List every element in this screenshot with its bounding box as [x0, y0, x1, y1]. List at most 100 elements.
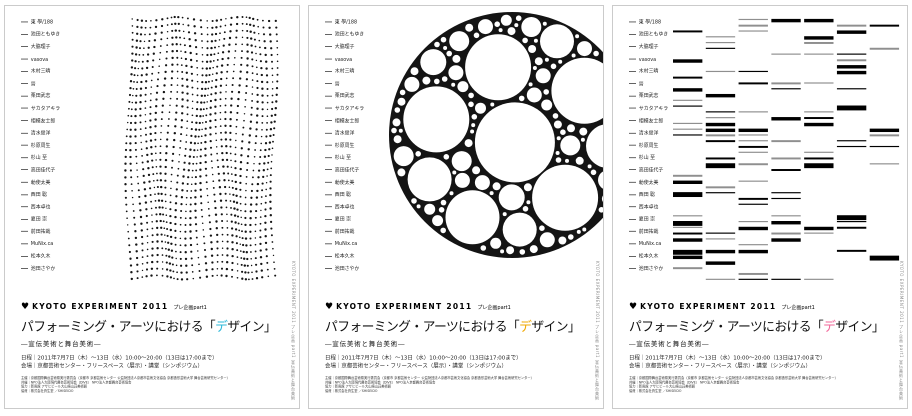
list-item: 栗田武志 [629, 93, 659, 99]
list-item: 協力｜新風館 アサヒビール大山崎山荘美術館 [629, 384, 696, 389]
circle-packing-art [389, 12, 603, 258]
dash-icon [629, 255, 636, 257]
list-item: 勅使太美 [21, 179, 51, 186]
list-item: 相模友士郎 [325, 117, 360, 124]
dash-icon [21, 169, 28, 171]
venue-line: 会場｜京都芸術センター・フリースペース（展示）・講堂（シンポジウム） [21, 362, 203, 369]
poster-dots: 東 學/188 池田ともゆき 大脇理子 vasova 木村三晴晉栗田武志 サカタアキラ 相模… [4, 5, 300, 409]
list-item: 松本久木 [629, 253, 659, 259]
dash-icon [325, 108, 332, 109]
list-item: 勅使太美 [325, 179, 355, 186]
list-item: 夏田 崇 [629, 216, 656, 223]
list-item: 勅使太美 [629, 179, 659, 186]
list-item: サカタアキラ [629, 105, 669, 112]
dash-icon [325, 231, 332, 232]
list-item: 栗田武志 [325, 93, 355, 99]
brand-logo-text: KYOTO EXPERIMENT 2011 [336, 302, 473, 311]
list-item: 西田 聡 [325, 191, 352, 198]
list-item: 栗田武志 [21, 93, 51, 99]
list-item: 池田ともゆき [21, 31, 61, 38]
list-item: 池田さやか [629, 265, 664, 272]
list-item: 共催｜NPO法人大阪現代舞台芸術協会（DIVE） NPO法人京都舞台芸術協会 [629, 380, 740, 385]
list-item: 池田さやか [325, 265, 360, 272]
dash-icon [21, 243, 28, 245]
list-item: 東 學/188 [629, 19, 662, 25]
dash-icon [325, 169, 332, 171]
dash-icon [629, 108, 636, 109]
event-details: 日程｜2011年7月7日（木）〜13日（水）10:00〜20:00（13日は17… [21, 355, 291, 370]
dash-icon [325, 194, 332, 195]
list-item: 木村三晴 [629, 68, 659, 75]
dash-icon [629, 268, 636, 269]
artist-name-list: 東 學/188 池田ともゆき 大脇理子 vasova 木村三晴晉栗田武志 サカタアキラ 相模… [325, 16, 603, 275]
title-pre: パフォーミング・アーツにおける「 [629, 320, 824, 335]
heart-logo-icon: ♥ [629, 302, 638, 312]
list-item: 協賛｜株式会社資生堂 ／SHISEIDO [629, 388, 682, 393]
vertical-credit-text: KYOTO EXPERIMENT 2011 プレ企画 part1 宣伝美術と舞台… [291, 260, 296, 400]
list-item: MuNix.ca [21, 241, 54, 247]
list-item: 夏田 崇 [21, 216, 48, 223]
list-item: 西本卓也 [629, 204, 659, 210]
brand-line: ♥ KYOTO EXPERIMENT 2011 プレ企画part1 [629, 302, 899, 312]
title-post: ザイン」 [531, 320, 581, 335]
list-item: 池田さやか [21, 265, 56, 272]
dash-icon [325, 181, 332, 183]
dash-icon [21, 255, 28, 257]
dash-icon [629, 243, 636, 245]
brand-logo-suffix: プレ企画part1 [781, 305, 815, 311]
list-item: MuNix.ca [629, 241, 662, 247]
dash-icon [629, 181, 636, 183]
dash-icon [325, 157, 332, 158]
dash-icon [325, 95, 332, 97]
list-item: 相模友士郎 [629, 117, 664, 124]
list-item: 池田ともゆき [629, 31, 669, 38]
list-item: 前田祐哉 [325, 228, 355, 235]
dash-icon [21, 132, 28, 134]
title-post: ザイン」 [227, 320, 277, 335]
list-item: 杉山 至 [629, 154, 656, 161]
list-item: サカタアキラ [21, 105, 61, 112]
list-item: 主催｜京都国際舞台芸術祭実行委員会（京都市 京都芸術センター 公益財団法人京都市… [325, 376, 534, 380]
dash-icon [325, 268, 332, 269]
bar-code-rows-art [673, 18, 900, 280]
dash-icon [629, 132, 636, 134]
list-item: 晉 [325, 80, 340, 87]
list-item: 高田佳代子 [21, 167, 56, 173]
dash-icon [21, 71, 28, 72]
dash-icon [629, 34, 636, 35]
venue-line: 会場｜京都芸術センター・フリースペース（展示）・講堂（シンポジウム） [629, 362, 811, 369]
list-item: 前田祐哉 [629, 228, 659, 235]
schedule-line: 日程｜2011年7月7日（木）〜13日（水）10:00〜20:00（13日は17… [325, 355, 522, 362]
brand-line: ♥ KYOTO EXPERIMENT 2011 プレ企画part1 [325, 302, 595, 312]
list-item: 大脇理子 [21, 43, 51, 50]
dash-icon [325, 218, 332, 220]
list-item: 清水俊洋 [325, 130, 355, 136]
dash-icon [21, 34, 28, 35]
dash-icon [21, 108, 28, 109]
list-item: 東 學/188 [325, 19, 358, 25]
list-item: 主催｜京都国際舞台芸術祭実行委員会（京都市 京都芸術センター 公益財団法人京都市… [629, 376, 838, 380]
list-item: 杉原周生 [629, 142, 659, 149]
heart-logo-icon: ♥ [21, 302, 30, 312]
list-item: vasova [629, 56, 657, 62]
list-item: 協力｜新風館 アサヒビール大山崎山荘美術館 [21, 384, 88, 389]
dash-icon [21, 58, 28, 60]
dash-icon [325, 206, 332, 208]
dash-icon [629, 144, 636, 146]
list-item: サカタアキラ [325, 105, 365, 112]
brand-logo-suffix: プレ企画part1 [477, 305, 511, 311]
dash-icon [325, 132, 332, 134]
dash-icon [325, 71, 332, 72]
dash-icon [21, 21, 28, 23]
poster-title: パフォーミング・アーツにおける「デザイン」 [629, 316, 899, 335]
dash-icon [629, 194, 636, 195]
credit-lines: 主催｜京都国際舞台芸術祭実行委員会（京都市 京都芸術センター 公益財団法人京都市… [325, 376, 595, 393]
list-item: 杉山 至 [325, 154, 352, 161]
list-item: 杉原周生 [21, 142, 51, 149]
event-details: 日程｜2011年7月7日（木）〜13日（水）10:00〜20:00（13日は17… [325, 355, 595, 370]
dash-icon [629, 231, 636, 232]
dash-icon [325, 255, 332, 257]
dash-icon [21, 120, 28, 122]
list-item: vasova [325, 56, 353, 62]
dash-icon [629, 218, 636, 220]
